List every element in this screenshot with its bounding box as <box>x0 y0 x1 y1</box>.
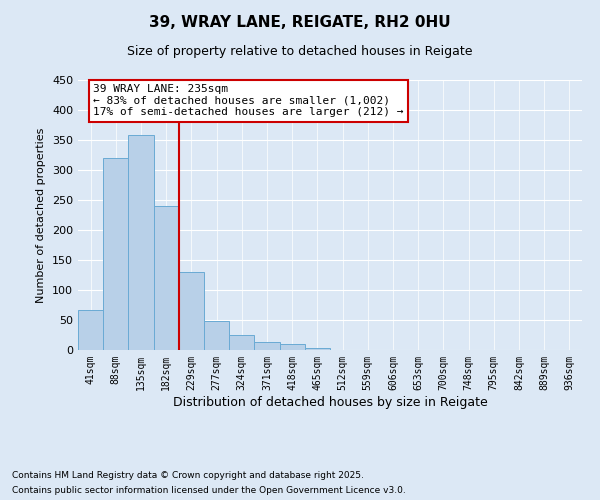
X-axis label: Distribution of detached houses by size in Reigate: Distribution of detached houses by size … <box>173 396 487 408</box>
Bar <box>229 335 254 350</box>
Bar <box>179 272 204 350</box>
Bar <box>103 158 128 350</box>
Bar <box>280 344 305 350</box>
Bar <box>154 206 179 350</box>
Bar <box>204 320 229 350</box>
Text: 39 WRAY LANE: 235sqm
← 83% of detached houses are smaller (1,002)
17% of semi-de: 39 WRAY LANE: 235sqm ← 83% of detached h… <box>93 84 404 117</box>
Text: Contains public sector information licensed under the Open Government Licence v3: Contains public sector information licen… <box>12 486 406 495</box>
Bar <box>254 342 280 350</box>
Bar <box>305 348 330 350</box>
Bar <box>78 310 103 350</box>
Bar <box>128 135 154 350</box>
Text: Contains HM Land Registry data © Crown copyright and database right 2025.: Contains HM Land Registry data © Crown c… <box>12 471 364 480</box>
Text: Size of property relative to detached houses in Reigate: Size of property relative to detached ho… <box>127 45 473 58</box>
Text: 39, WRAY LANE, REIGATE, RH2 0HU: 39, WRAY LANE, REIGATE, RH2 0HU <box>149 15 451 30</box>
Y-axis label: Number of detached properties: Number of detached properties <box>37 128 46 302</box>
